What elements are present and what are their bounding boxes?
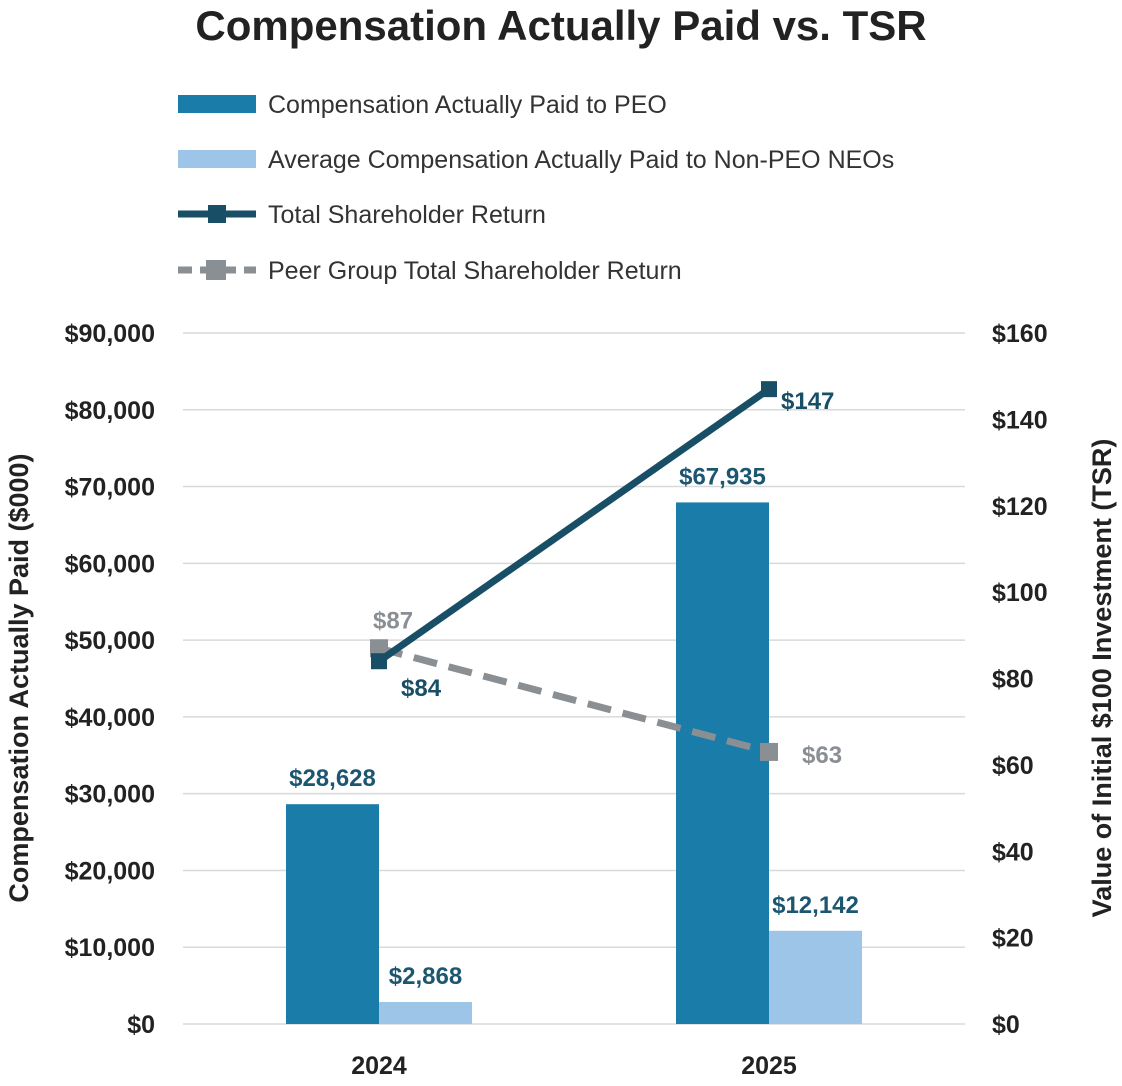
left-tick-label: $0 bbox=[127, 1011, 155, 1039]
left-tick-label: $90,000 bbox=[65, 320, 155, 348]
left-tick-label: $70,000 bbox=[65, 474, 155, 502]
left-tick-label: $60,000 bbox=[65, 550, 155, 578]
right-tick-label: $0 bbox=[992, 1011, 1020, 1039]
legend-marker bbox=[208, 205, 226, 223]
left-axis-title: Compensation Actually Paid ($000) bbox=[4, 453, 34, 902]
right-tick-label: $160 bbox=[992, 320, 1048, 348]
lines bbox=[370, 381, 778, 761]
peo-bar bbox=[676, 502, 769, 1024]
x-tick-label: 2025 bbox=[741, 1052, 797, 1080]
x-axis-ticks: 2024 2025 bbox=[351, 1052, 797, 1080]
right-tick-label: $100 bbox=[992, 579, 1048, 607]
peer-tsr-line bbox=[378, 644, 770, 756]
left-tick-label: $80,000 bbox=[65, 397, 155, 425]
neo-bar bbox=[769, 930, 862, 1024]
tsr-line bbox=[376, 386, 772, 665]
tsr-label: $147 bbox=[781, 388, 834, 415]
legend-swatch bbox=[178, 95, 256, 113]
legend-label: Average Compensation Actually Paid to No… bbox=[268, 146, 894, 174]
right-axis-ticks: $0 $20 $40 $60 $80 $100 $120 $140 $160 bbox=[992, 320, 1048, 1039]
peer-tsr-marker bbox=[760, 742, 778, 761]
legend-label: Total Shareholder Return bbox=[268, 201, 546, 229]
legend: Compensation Actually Paid to PEO Average… bbox=[178, 91, 894, 285]
neo-bar-label: $12,142 bbox=[772, 892, 859, 919]
left-tick-label: $30,000 bbox=[65, 781, 155, 809]
tsr-marker bbox=[371, 653, 387, 670]
chart-title: Compensation Actually Paid vs. TSR bbox=[195, 2, 926, 49]
x-tick-label: 2024 bbox=[351, 1052, 407, 1080]
left-tick-label: $20,000 bbox=[65, 857, 155, 885]
tsr-marker bbox=[761, 381, 777, 398]
right-tick-label: $80 bbox=[992, 666, 1034, 694]
legend-marker bbox=[206, 260, 226, 280]
left-tick-label: $50,000 bbox=[65, 627, 155, 655]
peo-bar-label: $28,628 bbox=[289, 765, 376, 792]
right-tick-label: $120 bbox=[992, 493, 1048, 521]
tsr-label: $84 bbox=[401, 675, 442, 702]
peer-tsr-label: $87 bbox=[373, 607, 413, 634]
peer-tsr-label: $63 bbox=[802, 742, 842, 769]
right-tick-label: $60 bbox=[992, 752, 1034, 780]
legend-label: Compensation Actually Paid to PEO bbox=[268, 91, 667, 119]
right-axis-title: Value of Initial $100 Investment (TSR) bbox=[1087, 439, 1117, 918]
left-axis-ticks: $0 $10,000 $20,000 $30,000 $40,000 $50,000 $60… bbox=[65, 320, 155, 1039]
left-tick-label: $10,000 bbox=[65, 934, 155, 962]
right-tick-label: $40 bbox=[992, 838, 1034, 866]
legend-swatch bbox=[178, 150, 256, 168]
right-tick-label: $140 bbox=[992, 406, 1048, 434]
neo-bar-label: $2,868 bbox=[389, 963, 462, 990]
peo-bar-label: $67,935 bbox=[679, 463, 766, 490]
left-tick-label: $40,000 bbox=[65, 704, 155, 732]
bars bbox=[286, 502, 862, 1024]
neo-bar bbox=[379, 1001, 472, 1024]
data-labels: $28,628 $67,935 $2,868 $12,142 $84 $147 $87 $63 bbox=[289, 388, 859, 990]
legend-label: Peer Group Total Shareholder Return bbox=[268, 257, 682, 285]
peer-tsr-marker bbox=[370, 639, 388, 658]
right-tick-label: $20 bbox=[992, 925, 1034, 953]
peo-bar bbox=[286, 804, 379, 1024]
